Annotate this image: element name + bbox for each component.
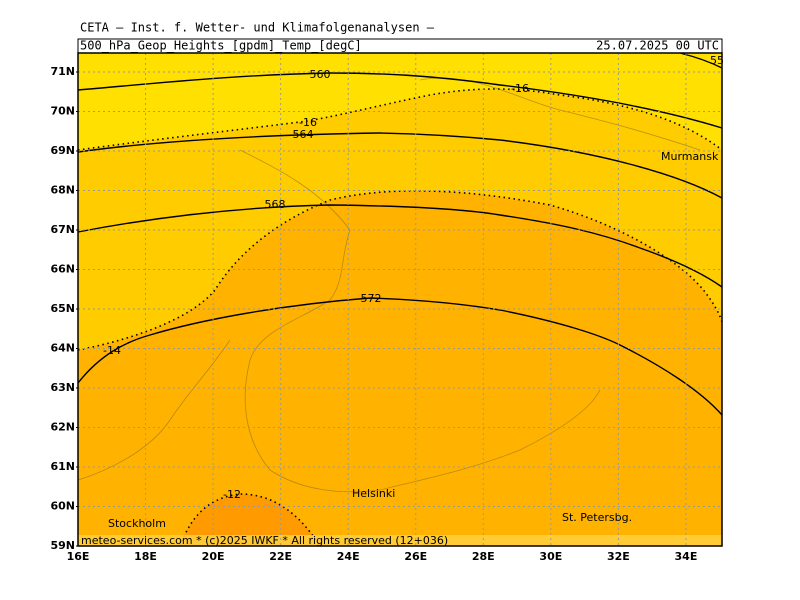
place-label: Helsinki [352, 487, 395, 500]
isotherm [77, 190, 723, 351]
coastline [77, 339, 231, 481]
header-title: CETA — Inst. f. Wetter- und Klimafolgena… [80, 21, 435, 35]
coastline [239, 149, 601, 493]
valid-time: 25.07.2025 00 UTC [596, 39, 719, 53]
contour-label: 564 [293, 128, 314, 141]
subtitle: 500_hPa_Geop_Heights_[gpdm]_Temp_[degC] [80, 39, 362, 53]
contour-label: 560 [310, 68, 331, 81]
lon-label: 32E [607, 550, 630, 563]
lon-label: 30E [539, 550, 562, 563]
lon-label: 18E [134, 550, 157, 563]
warm-region [78, 190, 722, 546]
lat-label: 63N [50, 381, 75, 394]
lon-label: 24E [337, 550, 360, 563]
contour-label: 55 [710, 54, 724, 67]
contour-label: 572 [361, 292, 382, 305]
lat-label: 66N [50, 263, 75, 276]
temperature-label: -16 [511, 82, 529, 95]
place-label: Stockholm [108, 517, 166, 530]
height-contour [679, 52, 723, 69]
lon-label: 28E [472, 550, 495, 563]
lat-label: 64N [50, 342, 75, 355]
lat-label: 68N [50, 184, 75, 197]
height-contour [77, 204, 723, 288]
isotherm [77, 88, 723, 151]
temperature-label: -16 [299, 116, 317, 129]
lon-label: 20E [202, 550, 225, 563]
lat-label: 59N [50, 539, 75, 552]
place-label: Murmansk [661, 150, 719, 163]
lon-label: 26E [404, 550, 427, 563]
map-frame [77, 52, 723, 547]
height-contour [77, 72, 723, 129]
lat-label: 71N [50, 65, 75, 78]
temperature-label: -12 [223, 488, 241, 501]
contour-label: 568 [265, 198, 286, 211]
lat-label: 61N [50, 460, 75, 473]
height-contour [77, 297, 723, 416]
lat-label: 69N [50, 144, 75, 157]
lat-label: 65N [50, 302, 75, 315]
lat-label: 62N [50, 421, 75, 434]
temperature-label: -14 [103, 344, 121, 357]
place-label: St. Petersbg. [562, 511, 632, 524]
lat-label: 67N [50, 223, 75, 236]
credit-band [78, 535, 722, 546]
map-area: 560 564 568 572 55 -16 -16 -14 -12 Murmansk Helsin… [77, 52, 724, 547]
height-contour [77, 132, 723, 199]
lat-label: 70N [50, 105, 75, 118]
lon-label: 16E [67, 550, 90, 563]
isotherm [179, 493, 321, 547]
lat-label: 60N [50, 500, 75, 513]
credit: meteo-services.com * (c)2025 IWKF * All … [81, 534, 448, 547]
lon-label: 22E [269, 550, 292, 563]
lon-label: 34E [675, 550, 698, 563]
